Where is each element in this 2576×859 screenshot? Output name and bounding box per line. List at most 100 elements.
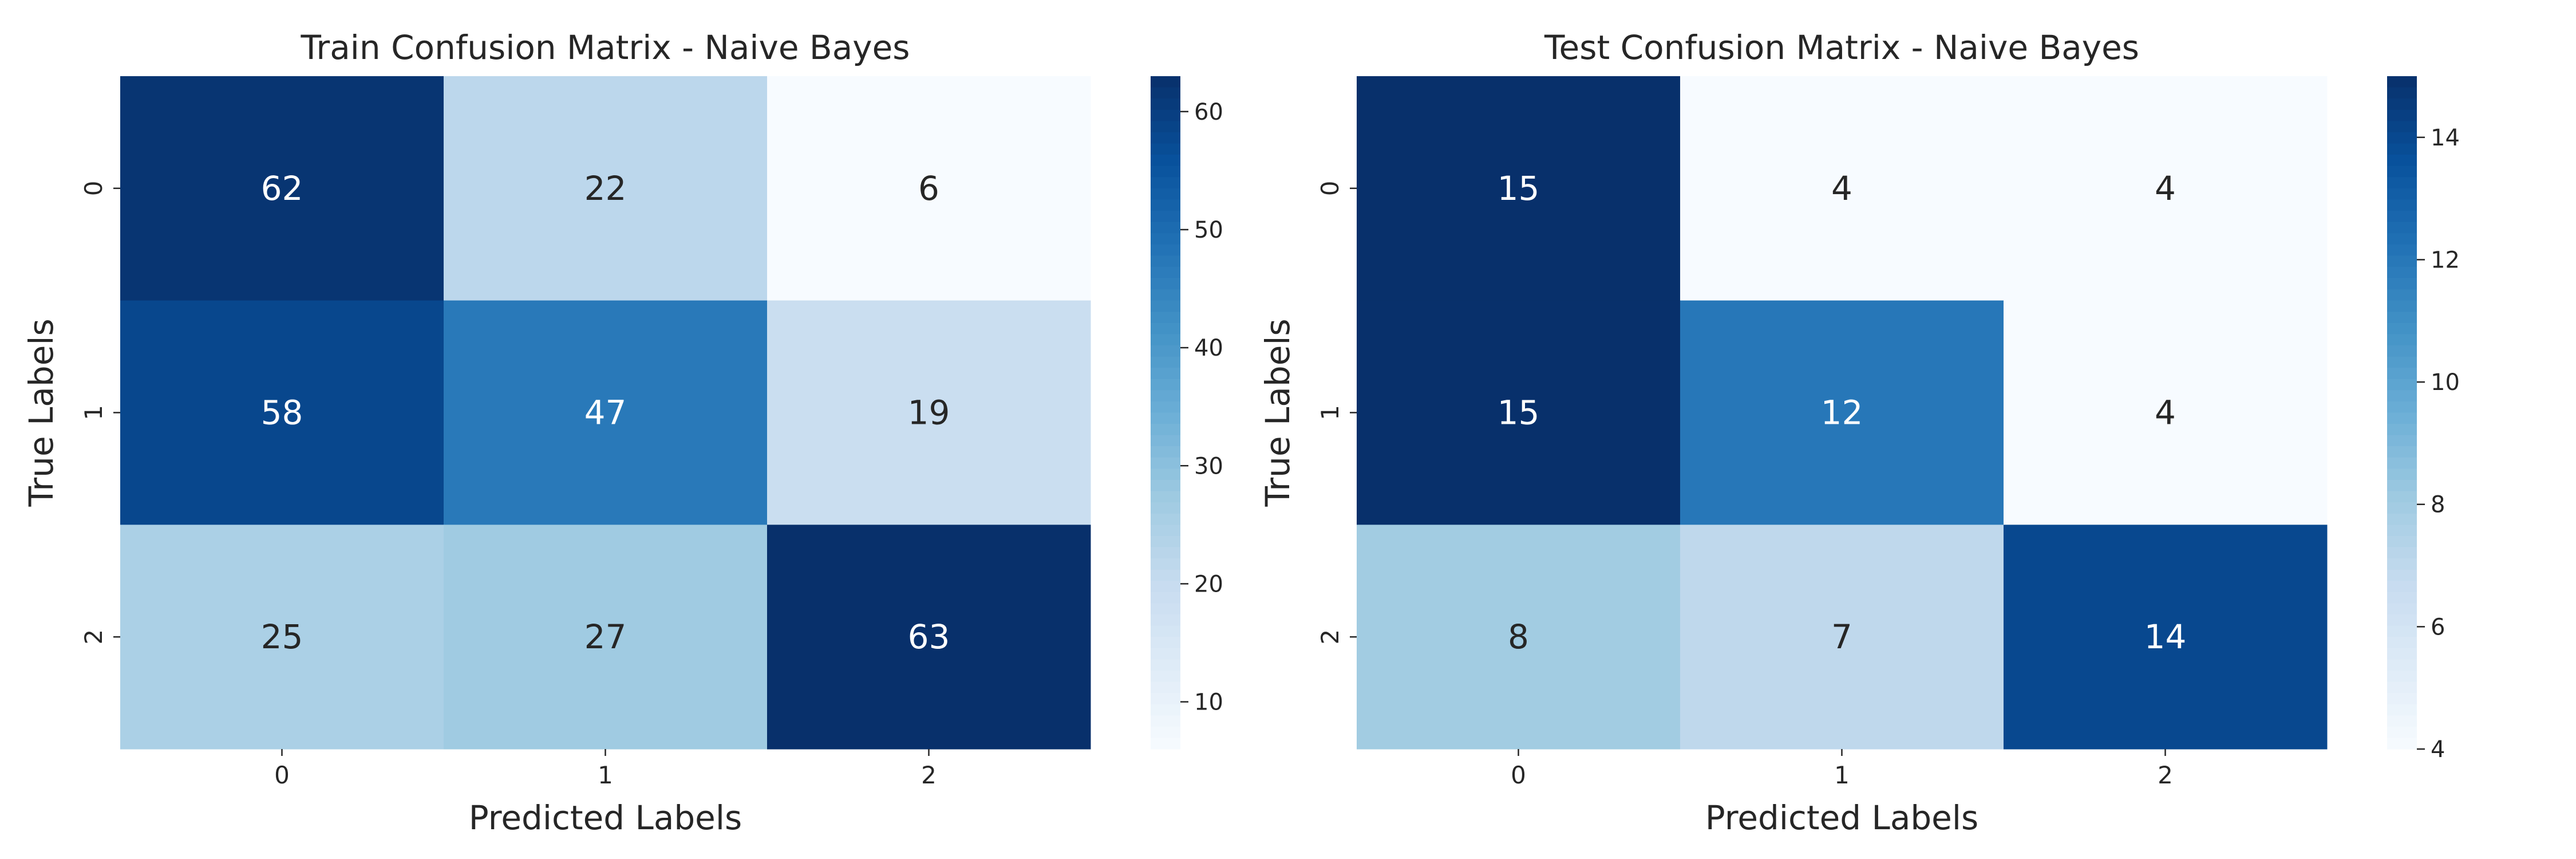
colorbar-tick-label: 6 (2431, 614, 2445, 640)
colorbar-segment (2387, 255, 2417, 267)
colorbar-segment (2387, 401, 2417, 413)
colorbar-segment (2387, 109, 2417, 121)
colorbar-segment (1151, 491, 1180, 503)
colorbar-segment (2387, 76, 2417, 88)
heatmap-cell (767, 300, 1091, 525)
colorbar-segment (1151, 502, 1180, 514)
colorbar-segment (2387, 345, 2417, 357)
cell-value-label: 22 (584, 169, 627, 208)
y-tick-label: 1 (80, 405, 108, 420)
colorbar-tick-label: 60 (1194, 99, 1223, 125)
colorbar-segment (1151, 278, 1180, 290)
colorbar-segment (1151, 547, 1180, 559)
colorbar-segment (2387, 211, 2417, 223)
colorbar-segment (1151, 558, 1180, 570)
heatmap-cell (1680, 300, 2004, 525)
cell-value-label: 12 (1821, 393, 1863, 432)
colorbar-segment (2387, 614, 2417, 626)
cell-value-label: 19 (908, 393, 950, 432)
colorbar-tick-label: 10 (2431, 369, 2460, 396)
colorbar-tick-label: 12 (2431, 247, 2460, 273)
x-tick-label: 1 (1834, 761, 1850, 789)
colorbar-segment (1151, 132, 1180, 144)
colorbar-tick-label: 8 (2431, 492, 2445, 518)
x-tick-label: 1 (598, 761, 613, 789)
y-axis-label: True Labels (22, 318, 61, 507)
heatmap-cell (767, 525, 1091, 750)
colorbar-segment (2387, 648, 2417, 660)
colorbar-segment (2387, 738, 2417, 750)
colorbar-tick-label: 50 (1194, 217, 1223, 243)
colorbar-segment (1151, 435, 1180, 447)
colorbar-segment (1151, 535, 1180, 548)
colorbar-segment (2387, 525, 2417, 537)
colorbar-segment (1151, 155, 1180, 167)
cell-value-label: 4 (2155, 169, 2176, 208)
colorbar-segment (2387, 693, 2417, 705)
colorbar-segment (2387, 435, 2417, 447)
colorbar-segment (2387, 659, 2417, 671)
colorbar-segment (2387, 513, 2417, 525)
colorbar-segment (1151, 424, 1180, 436)
colorbar-tick-label: 10 (1194, 689, 1223, 716)
heatmap-cell (1357, 76, 1681, 301)
colorbar-segment (2387, 188, 2417, 200)
heatmap-cell (444, 76, 768, 301)
colorbar-segment (2387, 480, 2417, 492)
colorbar-segment (1151, 480, 1180, 492)
y-axis-label: True Labels (1258, 318, 1297, 507)
colorbar-segment (2387, 121, 2417, 133)
colorbar-segment (2387, 457, 2417, 470)
colorbar-segment (1151, 738, 1180, 750)
colorbar-segment (2387, 368, 2417, 380)
colorbar-segment (1151, 401, 1180, 413)
cell-value-label: 7 (1831, 617, 1852, 656)
colorbar-segment (2387, 670, 2417, 683)
colorbar-segment (1151, 379, 1180, 391)
colorbar-segment (2387, 143, 2417, 155)
y-tick-label: 2 (80, 629, 108, 645)
colorbar-segment (2387, 379, 2417, 391)
colorbar-segment (1151, 648, 1180, 660)
colorbar-segment (2387, 289, 2417, 301)
colorbar-segment (2387, 278, 2417, 290)
heatmap-cell (1357, 525, 1681, 750)
cell-value-label: 6 (918, 169, 939, 208)
colorbar-segment (2387, 581, 2417, 593)
colorbar-segment (1151, 726, 1180, 739)
colorbar-segment (1151, 457, 1180, 470)
colorbar-segment (1151, 569, 1180, 581)
cell-value-label: 62 (261, 169, 303, 208)
cell-value-label: 4 (1831, 169, 1852, 208)
colorbar-tick-label: 14 (2431, 125, 2460, 151)
colorbar-segment (1151, 670, 1180, 683)
heatmap-cell (1680, 76, 2004, 301)
colorbar-segment (2387, 715, 2417, 727)
colorbar-segment (2387, 558, 2417, 570)
colorbar-segment (1151, 289, 1180, 301)
colorbar-segment (1151, 681, 1180, 693)
colorbar-segment (2387, 390, 2417, 402)
colorbar-segment (1151, 300, 1180, 312)
colorbar-segment (1151, 513, 1180, 525)
colorbar-segment (1151, 446, 1180, 458)
colorbar-segment (1151, 625, 1180, 637)
cell-value-label: 47 (584, 393, 627, 432)
colorbar-segment (2387, 222, 2417, 234)
colorbar-segment (2387, 491, 2417, 503)
cell-value-label: 15 (1498, 169, 1540, 208)
colorbar-segment (1151, 345, 1180, 357)
cell-value-label: 25 (261, 617, 303, 656)
colorbar-segment (1151, 592, 1180, 604)
colorbar-segment (1151, 177, 1180, 189)
colorbar-tick-label: 30 (1194, 453, 1223, 479)
colorbar-segment (2387, 199, 2417, 211)
colorbar-tick-label: 4 (2431, 736, 2445, 763)
colorbar-segment (1151, 143, 1180, 155)
colorbar-segment (2387, 98, 2417, 111)
colorbar-segment (1151, 76, 1180, 88)
colorbar-tick-label: 40 (1194, 335, 1223, 361)
colorbar-segment (1151, 614, 1180, 626)
heatmap-cell (767, 76, 1091, 301)
